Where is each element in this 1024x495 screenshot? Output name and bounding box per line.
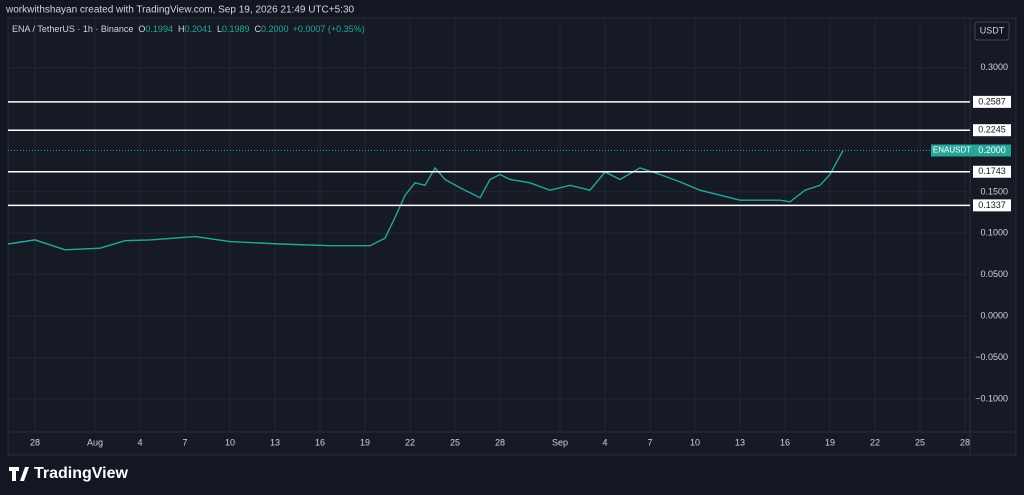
x-tick-label: 10 [225, 437, 235, 447]
x-tick-label: 25 [450, 437, 460, 447]
currency-button[interactable] [974, 21, 1010, 41]
x-tick-label: 10 [690, 437, 700, 447]
x-tick-label: 13 [735, 437, 745, 447]
y-tick-label: 0.1000 [980, 228, 1008, 238]
x-tick-label: 4 [137, 437, 142, 447]
y-tick-label: 0.0500 [980, 269, 1008, 279]
x-tick-label: 19 [360, 437, 370, 447]
level-label-bg [973, 95, 1011, 108]
ohlc-key: L [217, 24, 222, 34]
chart-frame [7, 17, 1017, 456]
ohlc-key: C [255, 24, 262, 34]
x-tick-label: Aug [87, 437, 103, 447]
brand-logo [9, 467, 29, 481]
level-label-bg [973, 124, 1011, 137]
symbol-tag-bg [931, 144, 973, 157]
credit: workwithshayan created with TradingView.… [5, 5, 355, 16]
ohlc-value: 0.2041 [184, 24, 212, 34]
x-tick-label: 28 [960, 437, 970, 447]
y-tick-label: −0.1000 [975, 393, 1008, 403]
y-tick-label: −0.0500 [975, 352, 1008, 362]
x-tick-label: 7 [183, 437, 188, 447]
price-line [7, 150, 844, 251]
x-tick-label: 4 [603, 437, 608, 447]
x-tick-label: 19 [825, 437, 835, 447]
x-tick-label: 28 [30, 437, 40, 447]
y-tick-label: 0.1500 [980, 186, 1008, 196]
x-tick-label: 25 [915, 437, 925, 447]
x-tick-label: 16 [315, 437, 325, 447]
level-label: 0.2587 [978, 96, 1006, 106]
level-label: 0.1743 [978, 166, 1006, 176]
change: +0.0007 (+0.35%) [293, 24, 365, 34]
ohlc-value: 0.1994 [145, 24, 173, 34]
symbol: ENA / TetherUS · 1h · Binance [12, 24, 133, 34]
symbol-tag: ENAUSDT [933, 146, 971, 155]
x-tick-label: 13 [270, 437, 280, 447]
level-label-bg [973, 165, 1011, 178]
currency[interactable]: USDT [980, 25, 1005, 35]
ohlc-value: 0.1989 [222, 24, 250, 34]
brand: TradingView [34, 465, 129, 482]
x-tick-label: 7 [648, 437, 653, 447]
ohlc-key: O [138, 24, 145, 34]
x-tick-label: 28 [495, 437, 505, 447]
x-tick-label: 16 [780, 437, 790, 447]
x-tick-label: Sep [552, 437, 568, 447]
level-label: 0.2245 [978, 125, 1006, 135]
last-price-label: 0.2000 [978, 145, 1006, 155]
y-tick-label: 0.3000 [980, 62, 1008, 72]
y-tick-label: 0.0000 [980, 310, 1008, 320]
x-tick-label: 22 [870, 437, 880, 447]
ohlc-value: 0.2000 [261, 24, 289, 34]
level-label: 0.1337 [978, 200, 1006, 210]
level-label-bg [973, 199, 1011, 212]
ohlc-key: H [178, 24, 185, 34]
x-tick-label: 22 [405, 437, 415, 447]
last-price-bg [973, 144, 1011, 157]
legend: ENA / TetherUS · 1h · Binance O0.1994 H0.2… [12, 24, 365, 34]
